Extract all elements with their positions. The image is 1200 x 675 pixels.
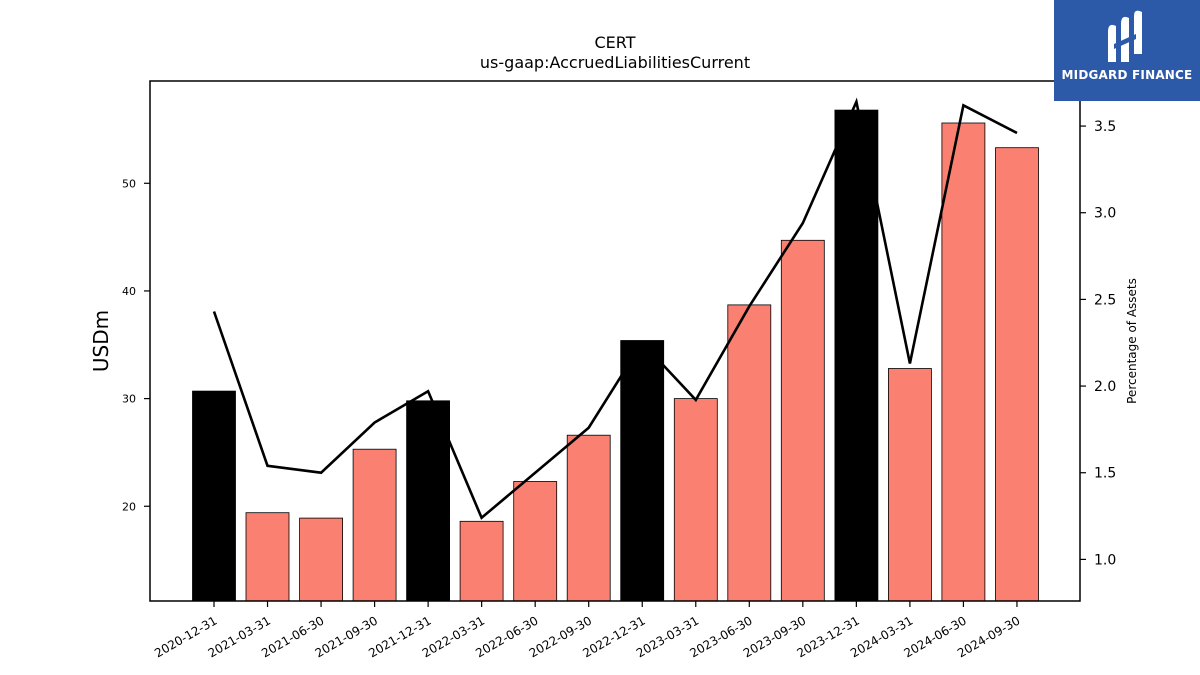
bar-2023-06-30 <box>727 304 772 602</box>
bar-2021-09-30 <box>352 448 397 602</box>
bar-2023-12-31 <box>834 109 879 602</box>
bar-2023-09-30 <box>780 239 825 602</box>
bar-2023-03-31 <box>673 398 718 602</box>
chart-title: CERT <box>594 33 635 52</box>
brand-logo: MIDGARD FINANCE <box>1054 0 1200 101</box>
y-axis-left: 20 30 40 50 <box>122 177 150 513</box>
bar-2021-06-30 <box>299 517 344 602</box>
y-axis-label: USDm <box>89 310 113 372</box>
bar-2022-12-31 <box>620 340 665 602</box>
logo-mark-icon <box>1108 10 1142 62</box>
bar-2024-03-31 <box>888 368 932 602</box>
y2-tick-label: 3.5 <box>1094 119 1116 135</box>
bar-2024-06-30 <box>941 122 986 602</box>
line-percentage-of-assets <box>212 97 1018 520</box>
bar-2021-12-31 <box>406 400 451 602</box>
bar-2021-03-31 <box>245 512 290 602</box>
y2-tick-label: 1.5 <box>1094 466 1116 482</box>
plot-frame <box>149 80 1081 602</box>
bar-2022-03-31 <box>459 520 504 602</box>
y2-tick-label: 2.5 <box>1094 292 1116 308</box>
y-axis-right: 1.0 1.5 2.0 2.5 3.0 3.5 <box>1080 119 1116 568</box>
y2-tick-label: 3.0 <box>1094 206 1116 222</box>
y2-tick-label: 1.0 <box>1094 552 1116 568</box>
bar-2020-12-31 <box>192 390 236 602</box>
chart-subtitle: us-gaap:AccruedLiabilitiesCurrent <box>480 53 750 72</box>
y-tick-label: 50 <box>122 177 136 190</box>
bar-2022-06-30 <box>513 481 558 602</box>
bar-2022-09-30 <box>566 434 611 602</box>
y2-axis-label: Percentage of Assets <box>1125 278 1139 404</box>
logo-text: MIDGARD FINANCE <box>1061 68 1193 82</box>
y-tick-label: 40 <box>122 285 136 298</box>
bar-group <box>192 109 1039 602</box>
line-group <box>212 97 1018 520</box>
y-tick-label: 20 <box>122 500 136 513</box>
x-axis: 2020-12-312021-03-312021-06-302021-09-30… <box>152 601 1022 660</box>
bar-2024-09-30 <box>995 147 1039 602</box>
y-tick-label: 30 <box>122 393 136 406</box>
y2-tick-label: 2.0 <box>1094 379 1116 395</box>
